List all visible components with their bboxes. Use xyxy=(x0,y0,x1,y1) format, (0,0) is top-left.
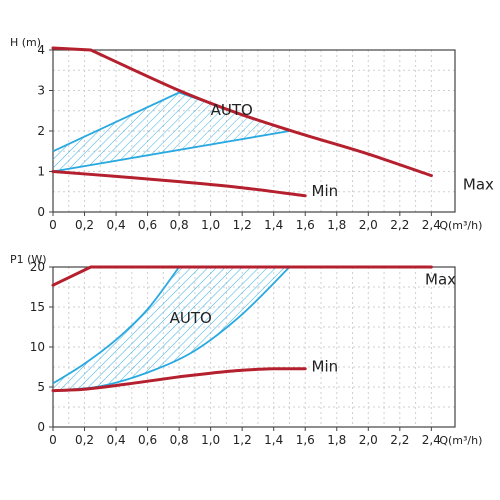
head-x-tick-label: 0,2 xyxy=(75,218,94,232)
power-x-tick-label: 0,2 xyxy=(75,433,94,447)
power-x-tick-label: 0 xyxy=(49,433,57,447)
power-x-tick-label: 0,6 xyxy=(138,433,157,447)
head-y-ticks: 0 1 2 3 4 xyxy=(37,43,53,219)
head-x-tick-label: 1,2 xyxy=(233,218,252,232)
power-series xyxy=(51,265,433,393)
power-x-tick-label: 0,8 xyxy=(170,433,189,447)
head-y-axis-title: H (m) xyxy=(10,36,41,49)
power-y-tick-label: 20 xyxy=(30,260,45,274)
head-x-axis-title: Q(m³/h) xyxy=(439,219,482,232)
head-x-tick-label: 0 xyxy=(49,218,57,232)
power-x-tick-label: 1,2 xyxy=(233,433,252,447)
head-y-tick-label: 1 xyxy=(37,165,45,179)
head-x-tick-label: 1,8 xyxy=(327,218,346,232)
power-x-tick-label: 2,0 xyxy=(359,433,378,447)
head-max-label: Max xyxy=(463,176,494,194)
power-y-tick-label: 15 xyxy=(30,300,45,314)
power-min-label: Min xyxy=(312,358,339,376)
head-auto-region xyxy=(53,92,290,172)
power-x-tick-label: 2,4 xyxy=(422,433,441,447)
power-auto-region xyxy=(53,267,290,391)
head-x-tick-label: 1,0 xyxy=(201,218,220,232)
power-max-label: Max xyxy=(425,270,456,288)
power-auto-boundary-line xyxy=(52,266,180,385)
head-x-tick-label: 0,4 xyxy=(107,218,126,232)
power-auto-label: AUTO xyxy=(170,309,212,327)
head-x-ticks: 0 0,2 0,4 0,6 0,8 1,0 1,2 1,4 1,6 1,8 2,0 2,2 2,4 xyxy=(49,212,441,232)
head-x-tick-label: 1,4 xyxy=(264,218,283,232)
head-min-label: Min xyxy=(312,182,339,200)
head-y-tick-label: 4 xyxy=(37,43,45,57)
power-min-curve xyxy=(51,367,307,393)
head-x-tick-label: 1,6 xyxy=(296,218,315,232)
head-auto-label: AUTO xyxy=(211,101,253,119)
power-y-tick-label: 5 xyxy=(37,380,45,394)
power-x-axis-title: Q(m³/h) xyxy=(439,434,482,447)
head-auto-boundary-line xyxy=(52,130,290,173)
power-x-tick-label: 0,4 xyxy=(107,433,126,447)
head-x-tick-label: 2,0 xyxy=(359,218,378,232)
power-x-tick-label: 1,8 xyxy=(327,433,346,447)
head-chart-grid xyxy=(53,49,455,212)
power-x-tick-label: 1,6 xyxy=(296,433,315,447)
power-x-tick-label: 1,4 xyxy=(264,433,283,447)
power-max-curve xyxy=(51,265,433,287)
power-x-tick-label: 1,0 xyxy=(201,433,220,447)
head-x-tick-label: 2,2 xyxy=(390,218,409,232)
head-min-curve xyxy=(51,170,307,198)
head-y-tick-label: 2 xyxy=(37,124,45,138)
power-x-ticks: 0 0,2 0,4 0,6 0,8 1,0 1,2 1,4 1,6 1,8 2,0 2,2 2,4 xyxy=(49,427,441,447)
power-y-tick-label: 10 xyxy=(30,340,45,354)
power-y-ticks: 0 5 10 15 20 xyxy=(30,260,53,434)
head-y-tick-label: 0 xyxy=(37,205,45,219)
power-x-tick-label: 2,2 xyxy=(390,433,409,447)
head-chart: 0 0,2 0,4 0,6 0,8 1,0 1,2 1,4 1,6 1,8 2,0 2,2 2,4 0 1… xyxy=(10,36,494,232)
power-chart: 0 0,2 0,4 0,6 0,8 1,0 1,2 1,4 1,6 1,8 2,0 2,2 2,4 0 5… xyxy=(10,253,482,447)
head-x-tick-label: 0,6 xyxy=(138,218,157,232)
head-x-tick-label: 0,8 xyxy=(170,218,189,232)
head-series xyxy=(51,46,433,198)
head-x-tick-label: 2,4 xyxy=(422,218,441,232)
head-y-tick-label: 3 xyxy=(37,84,45,98)
head-max-curve xyxy=(51,46,433,178)
power-y-axis-title: P1 (W) xyxy=(10,253,47,266)
power-y-tick-label: 0 xyxy=(37,420,45,434)
